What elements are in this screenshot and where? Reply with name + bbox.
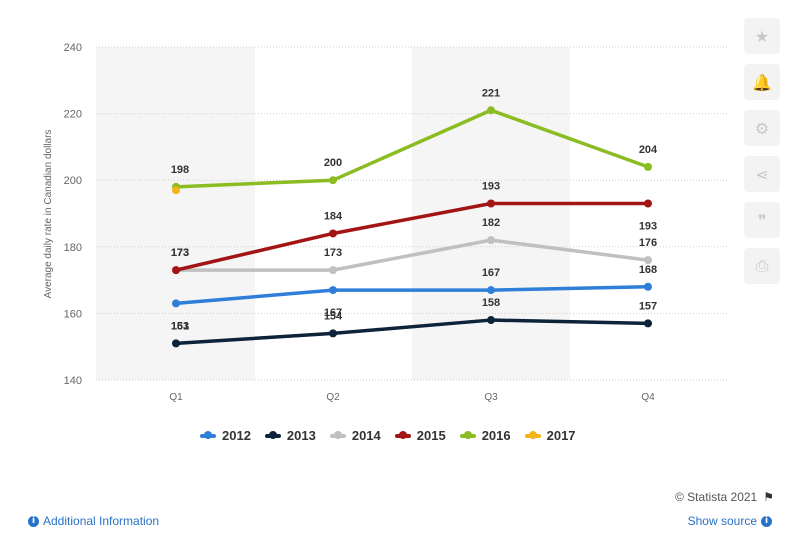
series-line-2013 (175, 318, 649, 346)
info-icon: i (761, 515, 772, 527)
notification-bell-icon[interactable]: 🔔 (744, 64, 780, 100)
data-label-2013: 158 (482, 297, 500, 309)
additional-information-label: Additional Information (43, 514, 160, 528)
data-point-2016 (644, 162, 652, 171)
print-icon[interactable]: ⎙ (744, 248, 780, 284)
data-point-2017 (172, 186, 180, 195)
y-tick-label: 140 (64, 375, 82, 387)
x-tick-label: Q4 (641, 392, 655, 403)
data-point-2013 (487, 316, 495, 325)
line-chart: 140 160 180 200 220 240 Average daily rate in … (43, 42, 728, 403)
data-label-2012: 168 (639, 264, 657, 276)
data-point-2015 (644, 199, 652, 208)
additional-information-link[interactable]: i Additional Information (28, 514, 159, 528)
data-label-2012: 167 (324, 307, 342, 319)
statista-credit: © Statista 2021 ⚑ (675, 490, 774, 504)
data-point-2015 (172, 266, 180, 275)
data-label-2015: 193 (639, 221, 657, 233)
data-point-2013 (172, 339, 180, 348)
y-tick-label: 220 (64, 109, 82, 121)
data-label-2013: 154 (324, 310, 343, 322)
y-tick-label: 240 (64, 42, 82, 54)
legend-item-2017[interactable]: 2017 (524, 428, 576, 443)
legend-label-2015: 2015 (416, 428, 446, 443)
data-label-2015: 184 (324, 210, 343, 222)
data-point-2016 (329, 176, 337, 185)
data-label-2015: 193 (482, 181, 500, 193)
data-point-2012 (487, 286, 495, 295)
data-label-2014: 182 (482, 217, 500, 229)
plot-band-0 (96, 47, 255, 380)
data-point-2016 (487, 106, 495, 115)
data-point-2012 (644, 282, 652, 291)
legend-swatch-2016 (459, 430, 476, 439)
cite-quote-icon[interactable]: ❞ (744, 202, 780, 238)
x-tick-label: Q1 (169, 392, 183, 403)
legend-item-2013[interactable]: 2013 (264, 428, 316, 443)
data-label-2015: 173 (171, 247, 189, 259)
data-label-2014: 173 (171, 247, 189, 259)
data-label-2016: 200 (324, 157, 342, 169)
data-point-2014 (487, 236, 495, 245)
settings-gear-icon[interactable]: ⚙ (744, 110, 780, 146)
series-line-2016 (175, 108, 649, 189)
legend-label-2014: 2014 (351, 428, 381, 443)
data-point-2015 (487, 199, 495, 208)
show-source-link[interactable]: Show source i (688, 514, 772, 528)
y-tick-label: 200 (64, 175, 82, 187)
data-label-2013: 157 (639, 300, 657, 312)
data-label-2016: 198 (171, 164, 189, 176)
data-label-2012: 163 (171, 320, 189, 332)
legend-item-2015[interactable]: 2015 (394, 428, 446, 443)
credit-text: © Statista 2021 (675, 490, 758, 504)
x-tick-label: Q2 (326, 392, 340, 403)
series-line-2015 (175, 201, 648, 272)
data-label-2012: 167 (482, 267, 500, 279)
info-icon: i (28, 515, 39, 527)
data-point-2013 (329, 329, 337, 338)
chart-legend: 2012 2013 2014 2015 2016 2017 (200, 428, 576, 443)
legend-swatch-2013 (264, 430, 281, 439)
legend-swatch-2015 (394, 430, 411, 439)
legend-label-2012: 2012 (222, 428, 251, 443)
share-icon[interactable]: ⋖ (744, 156, 780, 192)
legend-label-2016: 2016 (481, 428, 511, 443)
x-tick-label: Q3 (484, 392, 498, 403)
data-label-2016: 204 (639, 144, 658, 156)
favorite-star-icon[interactable]: ★ (744, 18, 780, 54)
legend-swatch-2017 (524, 430, 541, 439)
y-tick-label: 180 (64, 242, 82, 254)
data-point-2013 (644, 319, 652, 328)
data-label-2014: 173 (324, 247, 342, 259)
legend-swatch-2012 (200, 430, 216, 439)
data-point-2015 (329, 229, 337, 238)
data-point-2014 (329, 266, 337, 275)
data-label-2014: 176 (639, 237, 657, 249)
series-line-2012 (175, 285, 649, 306)
y-axis-label: Average daily rate in Canadian dollars (43, 130, 54, 299)
flag-icon[interactable]: ⚑ (763, 490, 774, 504)
show-source-label: Show source (687, 514, 757, 528)
side-toolbar: ★ 🔔 ⚙ ⋖ ❞ ⎙ (744, 18, 784, 294)
data-point-2014 (644, 256, 652, 265)
legend-item-2016[interactable]: 2016 (459, 428, 511, 443)
data-label-2016: 221 (482, 87, 500, 99)
data-point-2012 (172, 299, 180, 308)
legend-label-2013: 2013 (286, 428, 316, 443)
legend-item-2014[interactable]: 2014 (329, 428, 381, 443)
legend-item-2012[interactable]: 2012 (200, 428, 251, 443)
y-tick-label: 160 (64, 308, 82, 320)
data-label-2013: 151 (171, 320, 189, 332)
legend-swatch-2014 (329, 430, 346, 439)
legend-label-2017: 2017 (546, 428, 576, 443)
data-point-2012 (329, 286, 337, 295)
series-line-2014 (176, 238, 649, 272)
